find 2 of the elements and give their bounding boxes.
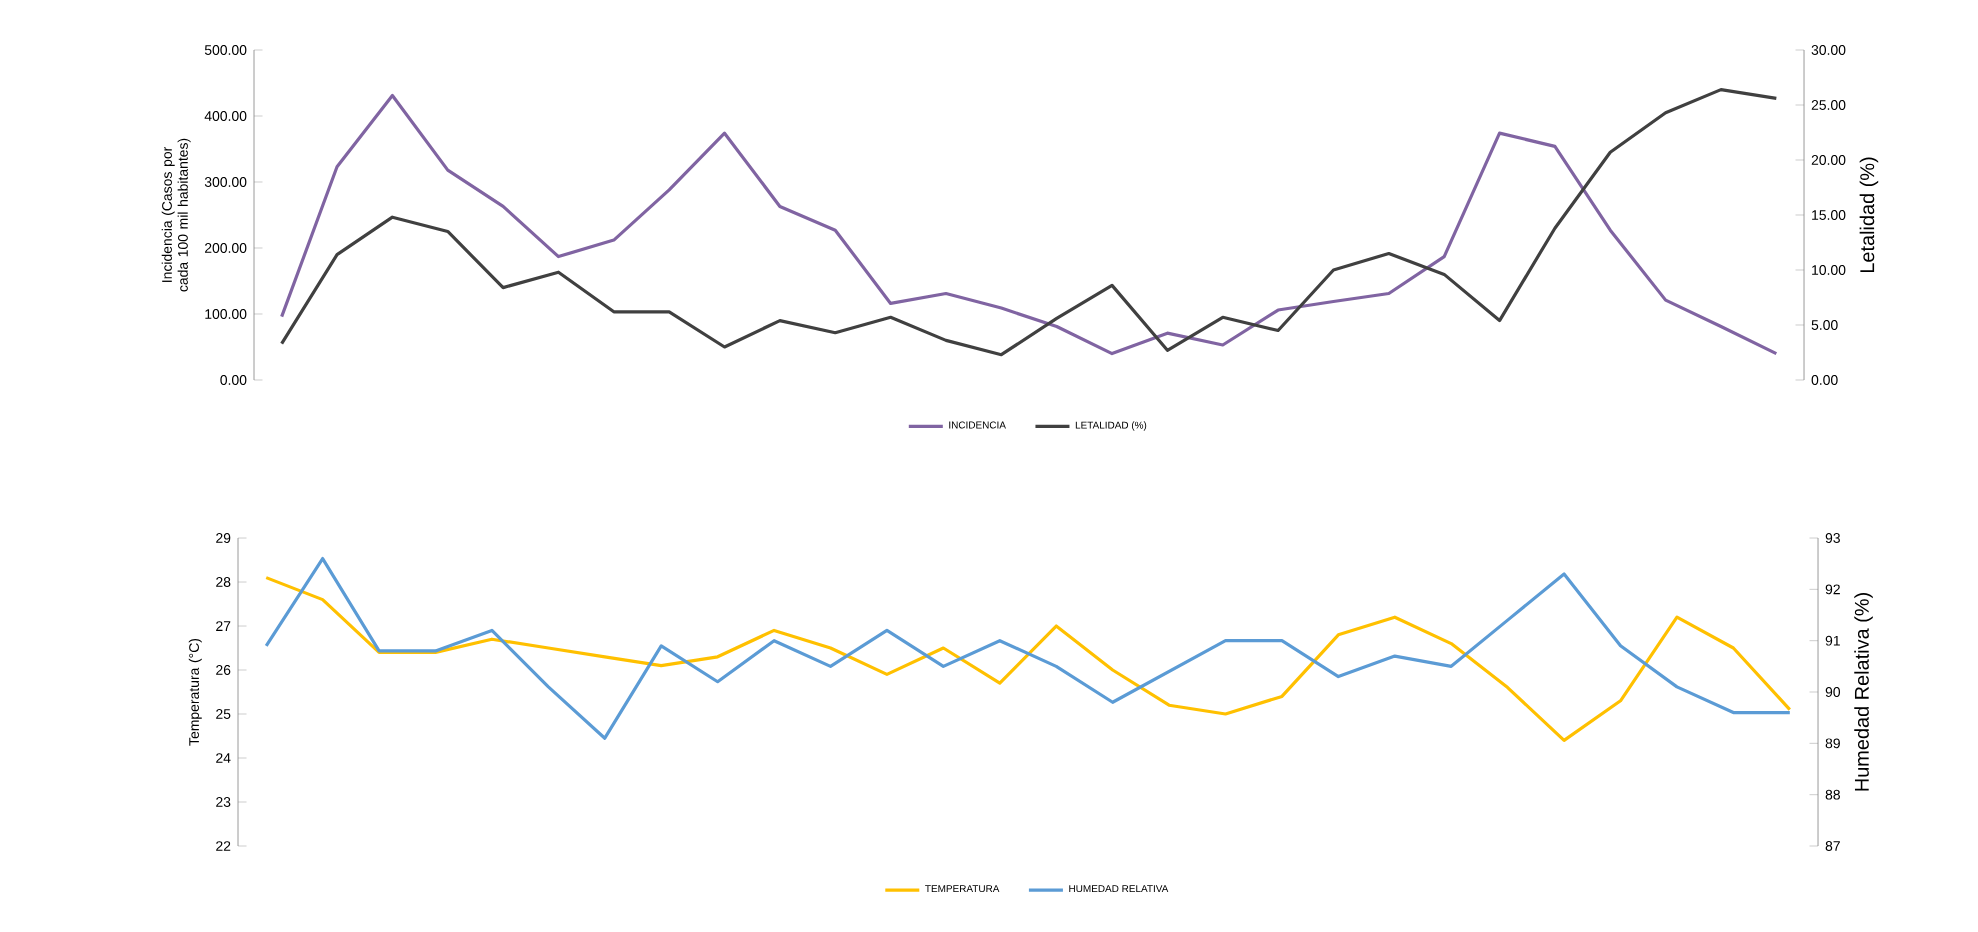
y2-axis-title: Humedad Relativa (%)	[1854, 593, 1873, 791]
y2-axis-title: Letalidad (%)	[1859, 157, 1879, 273]
